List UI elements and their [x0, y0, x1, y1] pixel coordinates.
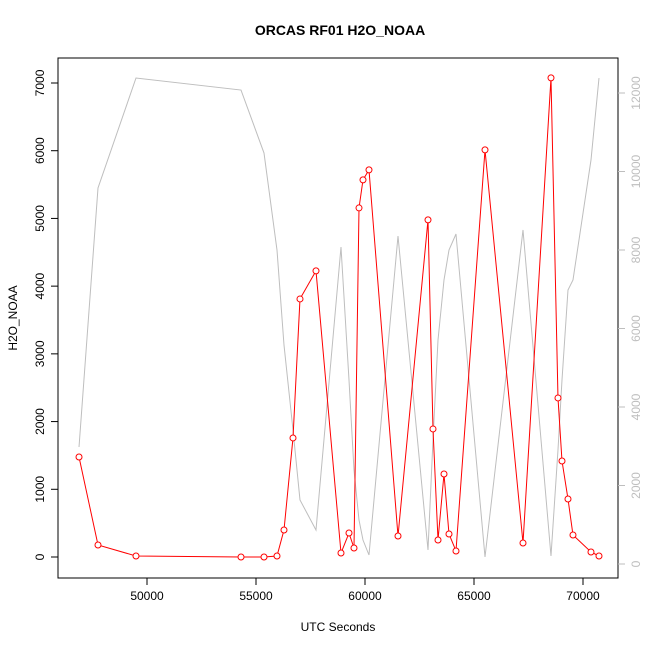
chart-title: ORCAS RF01 H2O_NOAA [255, 22, 425, 38]
y-tick-label: 4000 [33, 272, 47, 299]
x-tick-label: 65000 [457, 589, 491, 603]
data-point [434, 536, 442, 544]
data-point [564, 495, 572, 503]
data-point [237, 553, 245, 561]
data-point [569, 531, 577, 539]
data-point [424, 216, 432, 224]
data-point [519, 539, 527, 547]
y2-tick-label: 6000 [629, 315, 643, 342]
data-point [260, 553, 268, 561]
data-point [280, 526, 288, 534]
y-tick-label: 7000 [33, 69, 47, 96]
data-point [345, 529, 353, 537]
data-point [132, 552, 140, 560]
data-point [365, 166, 373, 174]
data-point [587, 548, 595, 556]
data-point [429, 425, 437, 433]
data-point [554, 394, 562, 402]
x-tick-label: 60000 [348, 589, 382, 603]
data-point [452, 547, 460, 555]
series-line [78, 77, 600, 558]
y-tick-label: 0 [33, 553, 47, 560]
y-tick-label: 5000 [33, 205, 47, 232]
series-line [78, 77, 600, 558]
y-tick-label: 1000 [33, 476, 47, 503]
data-point [440, 470, 448, 478]
data-point [481, 146, 489, 154]
y-tick-label: 6000 [33, 137, 47, 164]
data-point [289, 434, 297, 442]
data-point [595, 552, 603, 560]
data-point [337, 549, 345, 557]
x-tick-label: 70000 [566, 589, 600, 603]
y-axis-label: H2O_NOAA [6, 285, 20, 350]
data-point [394, 532, 402, 540]
data-point [75, 453, 83, 461]
y2-tick-label: 10000 [629, 154, 643, 188]
data-point [359, 176, 367, 184]
y2-tick-label: 4000 [629, 393, 643, 420]
y2-tick-label: 12000 [629, 76, 643, 110]
y-tick-label: 2000 [33, 408, 47, 435]
data-point [355, 204, 363, 212]
data-point [350, 544, 358, 552]
x-axis-label: UTC Seconds [301, 620, 376, 634]
y2-tick-label: 2000 [629, 472, 643, 499]
plot-frame [57, 57, 619, 579]
data-point [558, 457, 566, 465]
data-point [445, 530, 453, 538]
data-point [547, 74, 555, 82]
data-point [273, 552, 281, 560]
y2-tick-label: 0 [629, 560, 643, 567]
y-tick-label: 3000 [33, 340, 47, 367]
data-point [94, 541, 102, 549]
y2-tick-label: 8000 [629, 236, 643, 263]
data-point [312, 267, 320, 275]
data-point [296, 295, 304, 303]
x-tick-label: 55000 [239, 589, 273, 603]
x-tick-label: 50000 [130, 589, 164, 603]
